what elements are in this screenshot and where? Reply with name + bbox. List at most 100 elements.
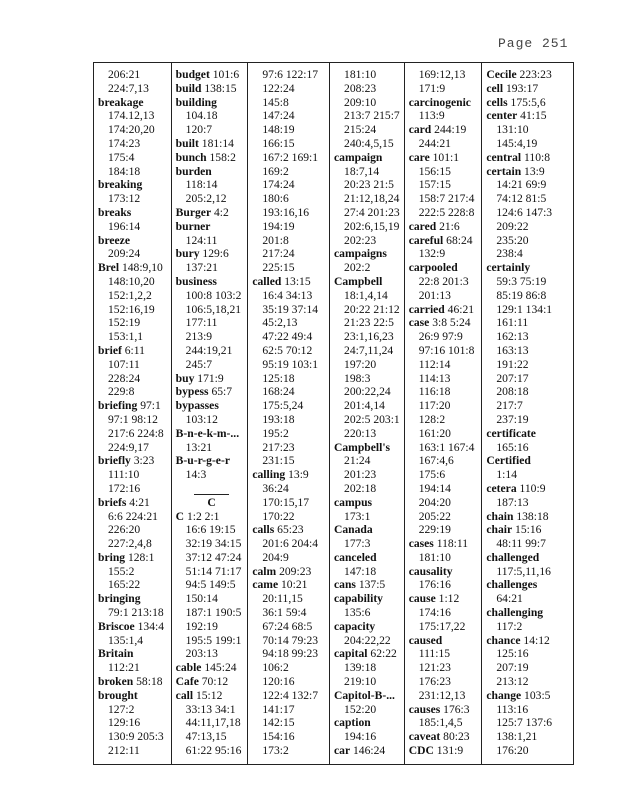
page-line-refs: 174:16 — [418, 606, 451, 620]
page-line-refs: 225:15 — [262, 261, 295, 275]
page-line-refs: 24:7,11,24 — [344, 343, 394, 357]
index-column-3: 97:6 122:17 122:24 145:8 147:24 148:19 166:15… — [248, 63, 331, 764]
index-term: call — [175, 688, 194, 702]
index-entry-refs: 20:23 21:5 — [334, 178, 404, 192]
page-line-refs: 6:6 224:21 — [108, 509, 158, 523]
index-entry: chain 138:18 — [486, 510, 573, 524]
index-term: burner — [175, 219, 211, 233]
index-entry: bury 129:6 — [176, 247, 248, 261]
page-line-refs: 156:15 — [418, 164, 451, 178]
page-line-refs: 65:23 — [274, 523, 304, 537]
page-line-refs: 195:5 199:1 — [185, 633, 242, 647]
page-line-refs: 203:13 — [185, 647, 218, 661]
index-entry-refs: 137:21 — [176, 261, 248, 275]
page-line-refs: 113:16 — [496, 702, 529, 716]
index-entry-refs: 147:18 — [334, 565, 404, 579]
index-entry-refs: 244:19,21 — [176, 344, 248, 358]
index-entry-refs: 224:9,17 — [98, 441, 171, 455]
index-entry-refs: 181:10 — [409, 551, 482, 565]
page-line-refs: 194:19 — [262, 219, 295, 233]
page-line-refs: 4:2 — [211, 205, 229, 219]
index-term: Brel — [98, 261, 120, 275]
index-entry: buy 171:9 — [176, 372, 248, 386]
page-line-refs: 212:11 — [108, 744, 140, 758]
page-line-refs: 61:22 95:16 — [185, 744, 242, 758]
page-line-refs: 16:4 34:13 — [262, 288, 313, 302]
index-entry-refs: 177:11 — [176, 316, 248, 330]
index-entry: budget 101:6 — [176, 68, 248, 82]
page-line-refs: 226:20 — [108, 523, 141, 537]
page-line-refs: 209:23 — [276, 564, 312, 578]
page-line-refs: 244:19 — [431, 123, 467, 137]
index-entry-refs: 48:11 99:7 — [486, 537, 573, 551]
page-line-refs: 228:24 — [108, 371, 141, 385]
index-term: brief — [98, 343, 122, 357]
index-entry-refs: 185:1,4,5 — [409, 716, 482, 730]
index-entry-refs: 229:8 — [98, 385, 171, 399]
index-entry-refs: 150:14 — [176, 592, 248, 606]
index-term: challenging — [486, 606, 544, 620]
page-line-refs: 59:3 75:19 — [496, 274, 547, 288]
index-entry-refs: 152:20 — [334, 703, 404, 717]
index-entry: bring 128:1 — [98, 551, 171, 565]
index-entry-refs: 117:20 — [409, 399, 482, 413]
page-line-refs: 125:16 — [496, 647, 529, 661]
index-term: cells — [486, 95, 508, 109]
page-line-refs: 147:18 — [344, 564, 377, 578]
page-line-refs: 65:7 — [208, 385, 233, 399]
index-entry: causality — [409, 565, 482, 579]
index-entry-refs: 208:18 — [486, 385, 573, 399]
index-entry-refs: 174:23 — [98, 137, 171, 151]
index-term: breeze — [98, 233, 130, 247]
index-term: B-u-r-g-e-r — [175, 454, 230, 468]
page-line-refs: 198:3 — [344, 371, 371, 385]
page-line-refs: 138:15 — [201, 81, 237, 95]
page-line-refs: 134:4 — [134, 619, 165, 633]
page-line-refs: 193:18 — [262, 412, 295, 426]
index-entry-refs: 138:1,21 — [486, 730, 573, 744]
index-term: briefly — [98, 454, 131, 468]
index-term: business — [175, 274, 217, 288]
page-line-refs: 142:15 — [262, 716, 295, 730]
index-entry-refs: 74:12 81:5 — [486, 192, 573, 206]
index-entry-refs: 47:13,15 — [176, 730, 248, 744]
page-line-refs: 111:10 — [108, 468, 140, 482]
index-entry-refs: 130:9 205:3 — [98, 730, 171, 744]
index-entry: call 15:12 — [176, 689, 248, 703]
index-entry-refs: 145:8 — [252, 96, 329, 110]
page-line-refs: 168:24 — [262, 385, 295, 399]
page-line-refs: 22:8 201:3 — [418, 274, 469, 288]
index-entry: burden — [176, 165, 248, 179]
index-entry: center 41:15 — [486, 109, 573, 123]
page-line-refs: 152:1,2,2 — [108, 288, 152, 302]
index-entry-refs: 142:15 — [252, 716, 329, 730]
index-term: canceled — [334, 550, 377, 564]
index-entry: came 10:21 — [252, 578, 329, 592]
page-line-refs: 122:4 132:7 — [262, 688, 319, 702]
index-entry-refs: 116:18 — [409, 385, 482, 399]
index-entry-refs: 21:12,18,24 — [334, 192, 404, 206]
index-entry-refs: 177:3 — [334, 537, 404, 551]
page-line-refs: 114:13 — [418, 371, 451, 385]
index-term: bringing — [98, 592, 141, 606]
page-line-refs: 175:4 — [108, 150, 135, 164]
index-entry-refs: 215:24 — [334, 123, 404, 137]
index-term: Briscoe — [98, 619, 135, 633]
index-entry-refs: 181:10 — [334, 68, 404, 82]
index-entry: certificate — [486, 427, 573, 441]
index-term: cell — [486, 81, 504, 95]
index-term: Certified — [486, 454, 531, 468]
index-entry-refs: 125:16 — [486, 647, 573, 661]
index-entry-refs: 175:17,22 — [409, 620, 482, 634]
page-line-refs: 137:21 — [185, 261, 218, 275]
page-line-refs: 202:18 — [344, 481, 377, 495]
page-line-refs: 18:7,14 — [344, 164, 380, 178]
page-line-refs: 161:20 — [418, 426, 451, 440]
index-entry: case 3:8 5:24 — [409, 316, 482, 330]
page-line-refs: 21:6 — [436, 219, 460, 233]
page-line-refs: 244:19,21 — [185, 343, 233, 357]
index-term: case — [408, 316, 430, 330]
page-line-refs: 204:9 — [262, 550, 289, 564]
index-entry: called 13:15 — [252, 275, 329, 289]
page-line-refs: 227:2,4,8 — [108, 537, 152, 551]
